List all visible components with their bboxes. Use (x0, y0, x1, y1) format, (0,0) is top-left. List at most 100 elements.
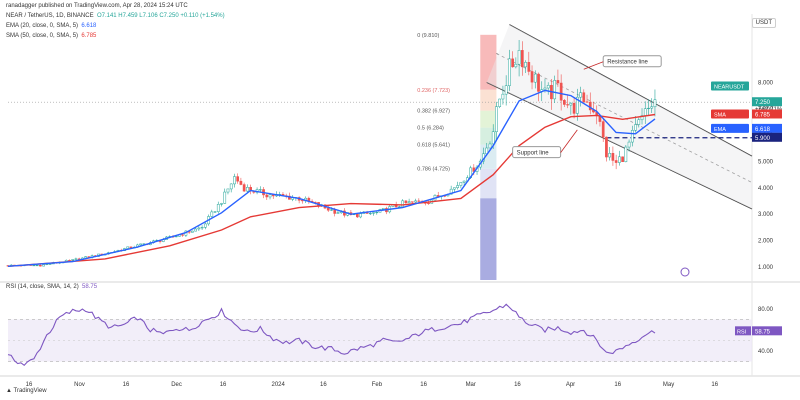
candle-body[interactable] (563, 100, 566, 105)
candle-body[interactable] (491, 131, 495, 145)
candle-body[interactable] (520, 50, 524, 68)
candle-body[interactable] (588, 101, 592, 111)
candle-body[interactable] (381, 208, 385, 210)
candle-body[interactable] (605, 136, 608, 158)
candle-body[interactable] (414, 200, 417, 203)
candle-body[interactable] (142, 243, 146, 245)
candle-body[interactable] (375, 211, 379, 214)
candle-body[interactable] (575, 96, 579, 114)
ema20-line[interactable] (7, 89, 656, 267)
candle-body[interactable] (42, 264, 45, 267)
candle-body[interactable] (139, 243, 142, 246)
candle-body[interactable] (462, 180, 466, 183)
candle-body[interactable] (582, 92, 586, 103)
candle-body[interactable] (326, 207, 330, 211)
candle-body[interactable] (35, 264, 39, 267)
candle-body[interactable] (210, 211, 214, 217)
replay-icon[interactable] (680, 267, 690, 277)
candle-body[interactable] (566, 104, 569, 106)
candle-body[interactable] (618, 156, 621, 163)
candle-body[interactable] (404, 200, 408, 204)
candle-body[interactable] (372, 212, 375, 214)
candle-body[interactable] (239, 180, 243, 185)
candle-body[interactable] (643, 108, 647, 116)
candle-body[interactable] (194, 228, 197, 232)
candle-body[interactable] (242, 184, 246, 192)
candle-body[interactable] (220, 203, 223, 205)
candle-body[interactable] (572, 103, 576, 114)
channel-upper-line[interactable] (509, 24, 753, 157)
candle-body[interactable] (258, 189, 262, 191)
candle-body[interactable] (608, 153, 612, 158)
candle-body[interactable] (453, 187, 456, 190)
candle-body[interactable] (333, 209, 337, 214)
candle-body[interactable] (427, 202, 430, 204)
candle-body[interactable] (495, 106, 498, 132)
candle-body[interactable] (559, 82, 563, 101)
candle-body[interactable] (627, 141, 631, 148)
candle-body[interactable] (524, 62, 527, 68)
candle-body[interactable] (226, 188, 230, 193)
candle-body[interactable] (359, 213, 362, 218)
header-sma-row[interactable]: SMA (50, close, 0, SMA, 5) 6.785 (6, 33, 96, 39)
candle-body[interactable] (611, 153, 615, 161)
candle-body[interactable] (653, 99, 657, 108)
candle-body[interactable] (265, 194, 269, 198)
rsi-line[interactable] (7, 303, 656, 367)
candle-body[interactable] (223, 191, 227, 204)
channel-lower-line[interactable] (486, 82, 753, 210)
resistance-annotation[interactable]: Resistance line (602, 55, 662, 68)
candle-body[interactable] (504, 85, 508, 95)
candle-body[interactable] (553, 80, 557, 100)
candle-body[interactable] (637, 119, 641, 125)
candle-body[interactable] (288, 195, 291, 200)
candle-body[interactable] (647, 107, 650, 110)
candle-body[interactable] (601, 121, 605, 138)
candle-body[interactable] (368, 213, 372, 215)
currency-badge[interactable]: USDT (751, 18, 776, 28)
candle-body[interactable] (213, 211, 217, 213)
ema-tag-box[interactable] (711, 123, 749, 133)
candle-body[interactable] (268, 194, 272, 198)
candle-body[interactable] (543, 87, 547, 90)
candle-body[interactable] (527, 62, 531, 72)
candle-body[interactable] (32, 265, 36, 267)
candle-body[interactable] (488, 143, 492, 149)
candle-body[interactable] (640, 115, 644, 121)
candle-body[interactable] (410, 201, 414, 203)
candle-body[interactable] (246, 187, 249, 192)
candle-body[interactable] (621, 156, 624, 163)
candle-body[interactable] (229, 183, 233, 190)
header-rsi-row[interactable]: RSI (14, close, SMA, 14, 2) 58.75 (6, 284, 97, 290)
candle-body[interactable] (74, 258, 78, 260)
candle-body[interactable] (614, 160, 618, 163)
candle-body[interactable] (68, 260, 71, 262)
candle-body[interactable] (191, 230, 194, 233)
sma-tag-box[interactable] (711, 109, 749, 119)
candle-body[interactable] (508, 58, 511, 86)
candle-body[interactable] (546, 84, 550, 89)
candle-body[interactable] (449, 188, 453, 195)
candle-body[interactable] (498, 98, 502, 107)
last-price-tag-box[interactable] (711, 81, 749, 91)
candle-body[interactable] (71, 259, 75, 261)
candle-body[interactable] (216, 204, 220, 212)
candle-body[interactable] (517, 50, 521, 65)
candle-body[interactable] (336, 212, 340, 214)
candle-body[interactable] (174, 236, 178, 238)
candle-body[interactable] (624, 146, 628, 163)
symbol-label[interactable]: NEAR / TetherUS, 1D, BINANCE (6, 13, 94, 19)
candle-body[interactable] (650, 106, 654, 109)
candle-body[interactable] (630, 129, 634, 143)
candle-body[interactable] (401, 200, 404, 207)
candle-body[interactable] (84, 256, 87, 259)
candle-body[interactable] (514, 63, 518, 68)
candle-body[interactable] (197, 227, 201, 230)
candle-body[interactable] (236, 176, 240, 182)
candle-body[interactable] (634, 124, 637, 131)
sma50-line[interactable] (7, 113, 656, 267)
candle-body[interactable] (330, 209, 333, 211)
candle-body[interactable] (569, 103, 573, 106)
candle-body[interactable] (356, 213, 359, 218)
